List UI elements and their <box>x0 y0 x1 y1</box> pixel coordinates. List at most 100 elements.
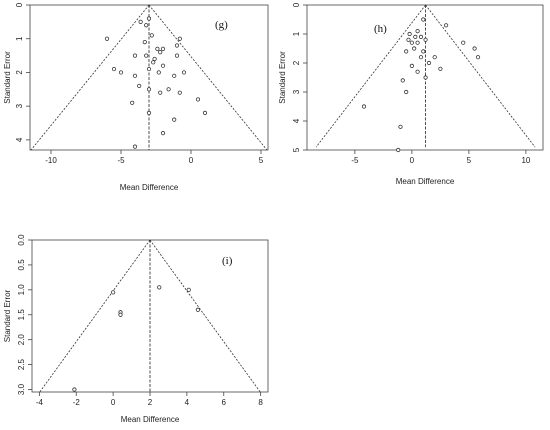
study-point <box>472 46 477 51</box>
study-point <box>111 66 117 72</box>
study-point <box>421 49 426 54</box>
y-tick-label: 4 <box>15 137 24 142</box>
study-point <box>418 34 424 40</box>
y-tick-label: 0.0 <box>17 234 26 246</box>
y-tick-label: 1.0 <box>17 284 26 296</box>
funnel-panel-2: -5 0 5 10 0 1 2 3 4 5 Mean Difference Standard Erro… <box>278 2 544 186</box>
x-tick-label: -2 <box>73 398 81 407</box>
study-point <box>132 53 138 58</box>
x-axis-title: Mean Difference <box>396 177 455 186</box>
study-point <box>415 40 420 45</box>
y-tick-label: 3.0 <box>17 383 26 395</box>
study-point <box>475 55 481 60</box>
study-point <box>418 55 424 60</box>
x-tick-label: -10 <box>45 156 57 165</box>
funnel-right-line <box>425 4 536 148</box>
study-point <box>415 28 420 34</box>
study-point <box>166 87 171 92</box>
x-tick-label: 0 <box>111 398 116 407</box>
study-point <box>407 31 412 37</box>
y-tick-label: 0 <box>292 2 301 7</box>
study-point <box>400 78 405 83</box>
study-point <box>144 23 149 28</box>
panel-label: (i) <box>222 255 233 267</box>
study-point <box>432 55 437 60</box>
y-tick-label: 0.5 <box>17 259 26 271</box>
study-point <box>181 70 187 75</box>
y-tick-label: 1.5 <box>17 309 26 321</box>
y-tick-label: 2 <box>15 70 24 75</box>
study-point <box>415 69 420 74</box>
study-point <box>146 66 152 72</box>
x-tick-label: 5 <box>467 156 472 165</box>
study-point <box>172 73 177 78</box>
x-tick-label: 6 <box>222 398 227 407</box>
study-point <box>409 63 414 69</box>
y-tick-label: 5 <box>292 147 301 152</box>
study-point <box>174 43 180 48</box>
x-tick-label: -5 <box>117 156 125 165</box>
x-tick-label: -5 <box>351 156 359 165</box>
study-point <box>438 66 443 71</box>
y-tick-label: 2 <box>292 60 301 65</box>
study-point <box>137 83 142 89</box>
study-point <box>177 90 182 95</box>
x-tick-label: 0 <box>410 156 415 165</box>
study-point <box>104 36 110 41</box>
x-axis-title: Mean Difference <box>121 415 180 424</box>
study-point <box>443 23 449 28</box>
study-point <box>132 144 138 149</box>
x-tick-label: 8 <box>258 398 263 407</box>
study-point <box>158 50 163 55</box>
y-axis-title: Standard Error <box>3 51 12 104</box>
study-point <box>421 17 426 22</box>
study-point <box>155 46 160 51</box>
study-point <box>146 87 152 92</box>
y-tick-label: 1 <box>292 31 301 36</box>
funnel-right-line <box>149 239 261 393</box>
y-tick-label: 0 <box>15 2 24 7</box>
funnel-left-line <box>30 4 150 151</box>
study-point <box>151 60 156 65</box>
study-point <box>409 40 414 45</box>
funnel-panel-3: -4 -2 0 2 4 6 8 0.0 0.5 1.0 1.5 2.0 2.5 3.0 Mean Diffe… <box>3 234 269 424</box>
study-point <box>118 70 124 75</box>
y-tick-label: 2.0 <box>17 334 26 346</box>
y-tick-label: 3 <box>15 103 24 108</box>
study-point <box>195 97 201 102</box>
study-point <box>186 287 191 292</box>
x-tick-label: 2 <box>148 398 153 407</box>
x-tick-label: 5 <box>259 156 264 165</box>
study-point <box>144 53 149 58</box>
study-point <box>146 110 152 116</box>
x-tick-label: 4 <box>185 398 190 407</box>
y-tick-label: 1 <box>15 36 24 41</box>
study-point <box>361 104 367 109</box>
panel-label: (g) <box>215 19 228 31</box>
x-tick-label: -4 <box>36 398 44 407</box>
study-point <box>423 37 428 42</box>
study-point <box>177 36 182 41</box>
study-point <box>160 63 166 68</box>
y-tick-label: 3 <box>292 89 301 94</box>
study-point <box>156 70 161 75</box>
study-point <box>152 56 157 62</box>
study-point <box>149 33 154 38</box>
study-point <box>413 34 418 40</box>
study-point <box>158 90 163 95</box>
study-point <box>142 39 147 45</box>
funnel-panel-1: -10 -5 0 5 0 1 2 3 4 Mean Difference Standard Erro… <box>3 2 269 192</box>
y-tick-label: 4 <box>292 118 301 123</box>
study-point <box>195 307 201 312</box>
study-point <box>426 60 432 66</box>
study-point <box>160 131 166 136</box>
plot-frame <box>306 4 544 151</box>
study-point <box>132 73 138 78</box>
study-point <box>157 285 162 290</box>
funnel-left-line <box>39 239 151 393</box>
study-point <box>72 387 77 392</box>
study-point <box>412 46 417 51</box>
study-point <box>396 147 401 153</box>
study-point <box>461 40 466 45</box>
